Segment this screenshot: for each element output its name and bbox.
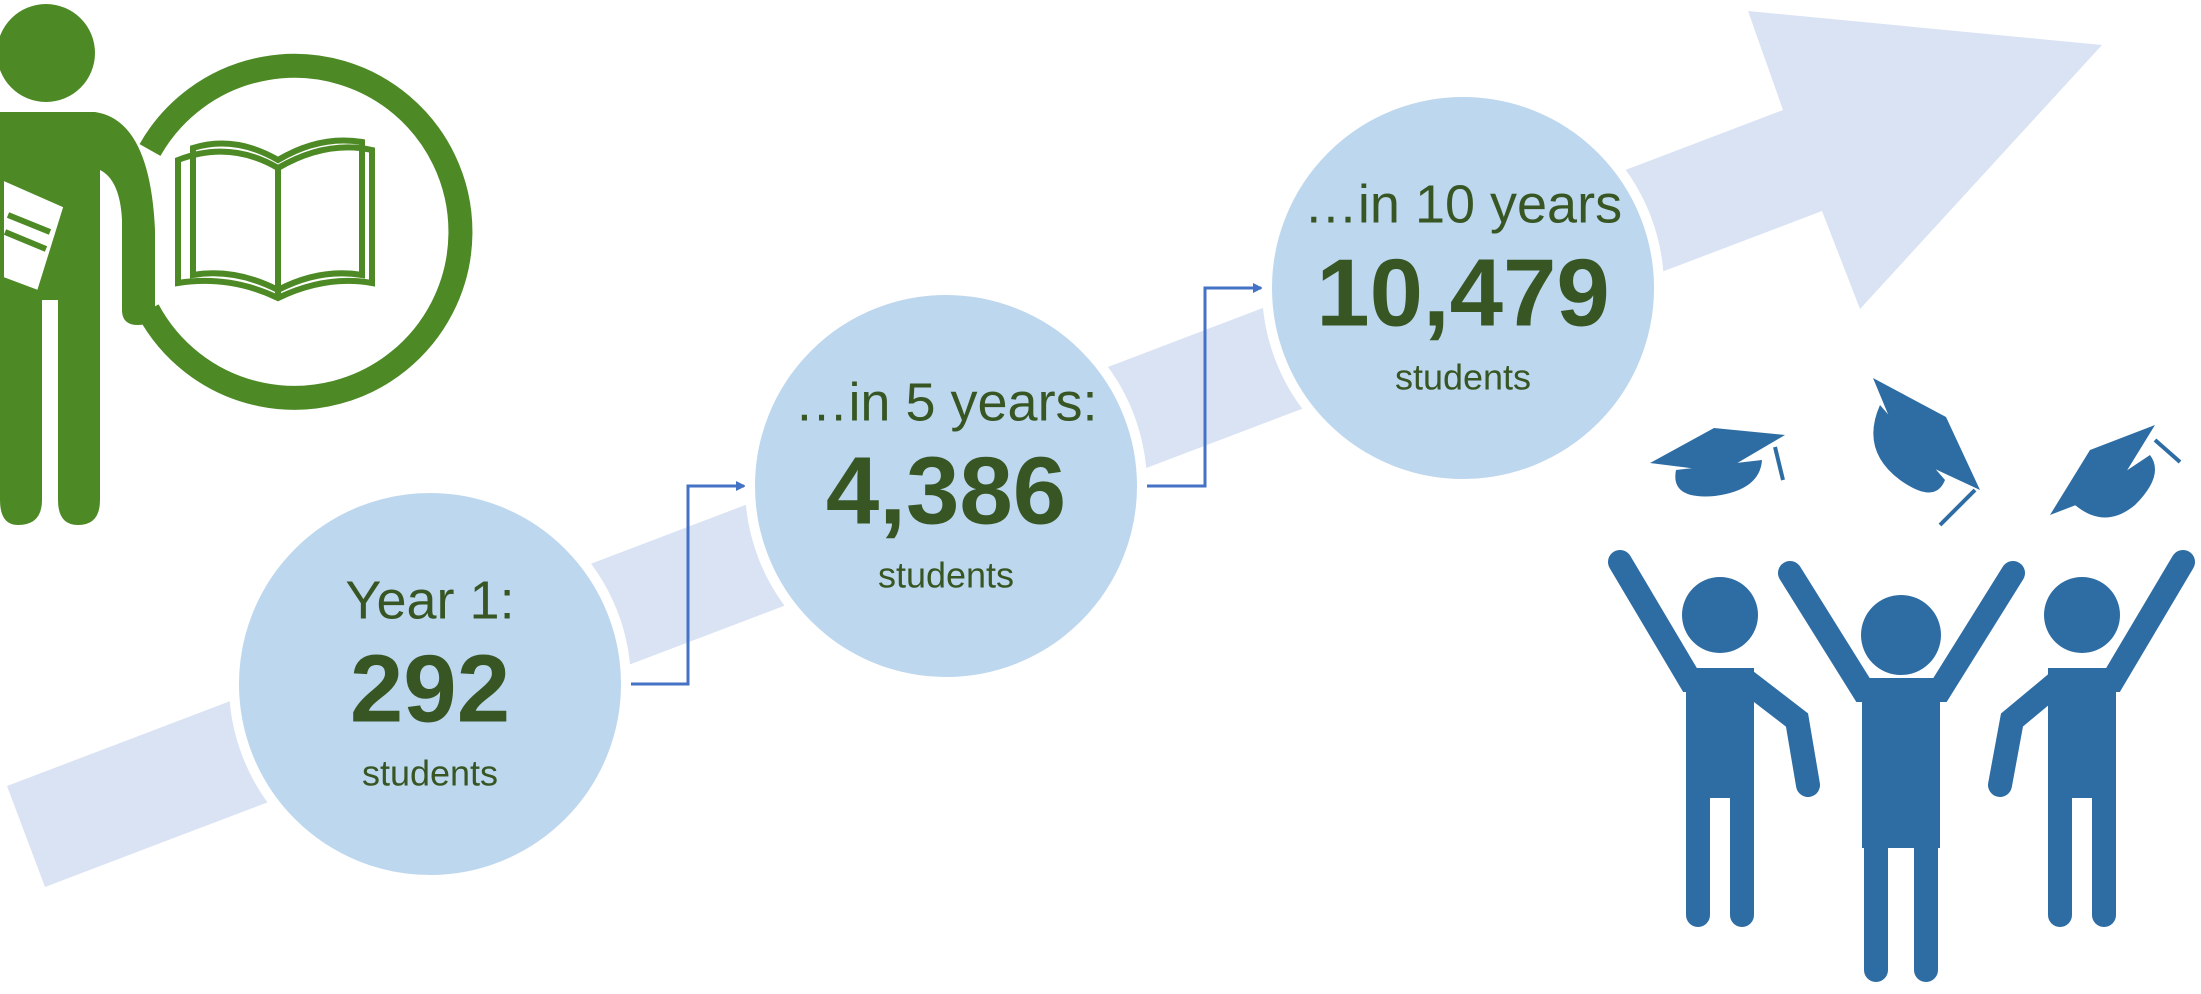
infographic: Year 1:292 students …in 5 years:4,386 stude… xyxy=(0,0,2201,994)
step-label: …in 5 years: xyxy=(794,372,1097,432)
step-unit: students xyxy=(362,753,498,794)
step-count: 10,479 xyxy=(1316,239,1610,346)
page: {"steps": [ {"label": "Year 1:", "count"… xyxy=(0,0,2201,994)
step-label: …in 10 years xyxy=(1304,174,1622,234)
step-count: 292 xyxy=(350,635,510,742)
step-label: Year 1: xyxy=(345,570,514,630)
step-unit: students xyxy=(878,555,1014,596)
graduates-icon xyxy=(1620,378,2183,970)
step-unit: students xyxy=(1395,357,1531,398)
teacher-icon xyxy=(0,4,460,525)
step-count: 4,386 xyxy=(826,437,1066,544)
